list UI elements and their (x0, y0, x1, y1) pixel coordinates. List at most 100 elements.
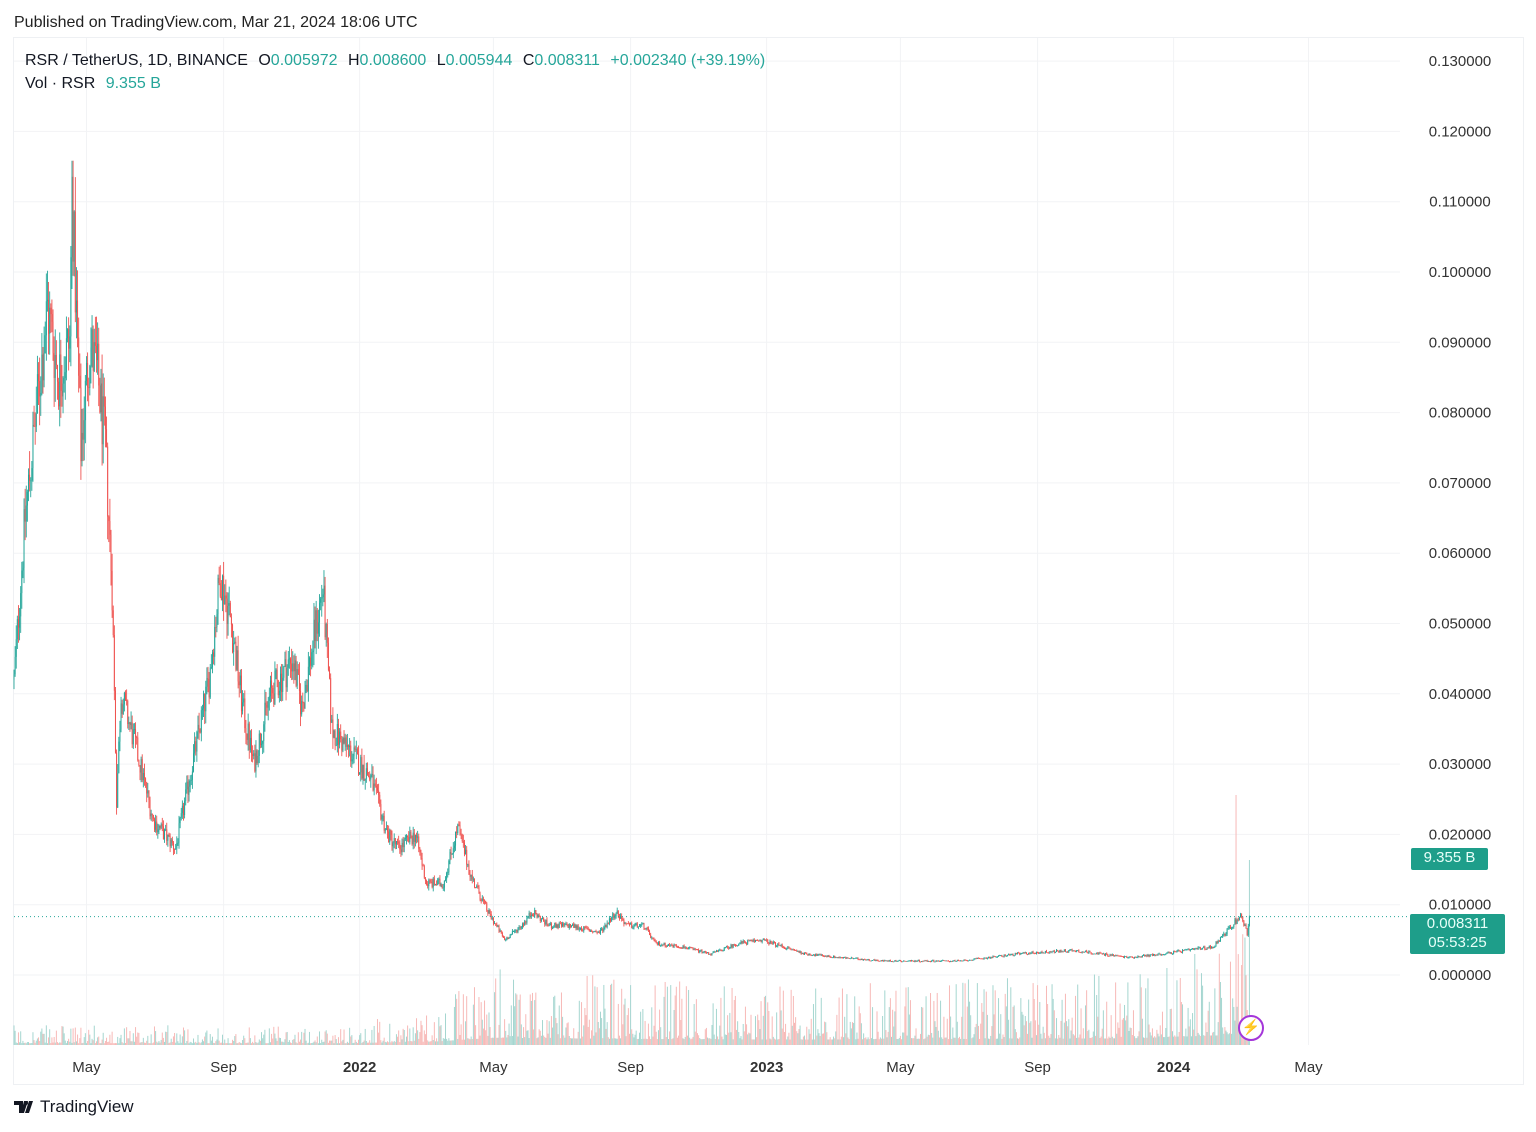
candle-body (351, 759, 353, 762)
candle-body (996, 956, 998, 958)
volume-bar (136, 1036, 138, 1045)
volume-bar (723, 986, 725, 1045)
candle-body (815, 953, 817, 956)
lightning-icon[interactable]: ⚡ (1238, 1015, 1264, 1041)
volume-bar (581, 1002, 583, 1045)
candle-body (1243, 920, 1245, 926)
candle-body (731, 945, 733, 948)
candle-body (332, 719, 334, 738)
candle-body (1024, 952, 1026, 954)
volume-bar (595, 1032, 597, 1045)
candle-body (240, 675, 242, 712)
volume-bar (497, 1037, 499, 1045)
candle-body (902, 961, 904, 963)
candle-body (237, 650, 239, 682)
candle-body (856, 957, 858, 959)
candle-body (634, 925, 636, 926)
candle-body (1199, 947, 1201, 950)
volume-bar (109, 1034, 111, 1045)
volume-bar (284, 1039, 286, 1045)
candle-body (669, 944, 671, 946)
candle-body (1122, 956, 1124, 958)
volume-bar (579, 1038, 581, 1045)
candle-body (1009, 954, 1011, 956)
volume-bar (1170, 1008, 1172, 1045)
volume-bar (540, 1035, 542, 1045)
candle-body (1056, 950, 1058, 952)
candle-body (190, 779, 192, 781)
candle-body (1118, 955, 1120, 957)
volume-bar (201, 1039, 203, 1045)
candle-body (322, 594, 324, 598)
volume-bar (268, 1028, 270, 1045)
candle-body (361, 757, 363, 779)
candle-body (563, 923, 565, 926)
candle-body (1188, 949, 1190, 951)
candle-body (395, 841, 397, 845)
candle-body (496, 924, 498, 927)
symbol-label[interactable]: RSR / TetherUS, 1D, BINANCE (25, 52, 248, 69)
volume-bar (1199, 1035, 1201, 1045)
volume-bar (856, 1032, 858, 1045)
candle-body (45, 301, 47, 336)
volume-bar (1205, 1022, 1207, 1045)
volume-bar (477, 1038, 479, 1045)
volume-bar (108, 1041, 110, 1045)
volume-bar (685, 986, 687, 1045)
candle-body (809, 953, 811, 956)
candle-body (539, 916, 541, 921)
price-tick-label: 0.040000 (1429, 686, 1492, 703)
volume-bar (883, 1038, 885, 1045)
volume-bar (634, 1034, 636, 1045)
candle-body (789, 947, 791, 949)
candle-body (333, 730, 335, 738)
volume-bar (178, 1043, 180, 1045)
candle-body (97, 343, 99, 361)
volume-bar (981, 1003, 983, 1045)
candle-body (1138, 956, 1140, 957)
volume-bar (489, 1027, 491, 1045)
volume-bar (1041, 1038, 1043, 1045)
volume-bar (847, 1037, 849, 1045)
candle-body (455, 831, 457, 846)
volume-bar (805, 1039, 807, 1045)
candle-body (537, 914, 539, 917)
candle-body (1192, 948, 1194, 950)
candle-body (843, 957, 845, 959)
volume-bar (104, 1041, 106, 1045)
candle-body (1035, 952, 1037, 954)
volume-bar (1033, 998, 1035, 1045)
volume-bar (924, 1038, 926, 1045)
volume-bar (235, 1034, 237, 1045)
candle-body (265, 702, 267, 705)
volume-bar (889, 998, 891, 1045)
candle-body (973, 958, 975, 961)
volume-bar (58, 1043, 60, 1045)
candle-body (1178, 950, 1180, 952)
volume-bar (902, 1032, 904, 1045)
volume-bar (385, 1042, 387, 1045)
candle-body (81, 432, 83, 462)
candle-body (233, 643, 235, 653)
volume-bar (775, 1039, 777, 1045)
volume-bar (145, 1042, 147, 1045)
candle-body (1226, 928, 1228, 935)
volume-label[interactable]: Vol · RSR (25, 75, 96, 92)
candle-body (874, 959, 876, 961)
volume-bar (428, 1041, 430, 1045)
volume-bar (218, 1040, 220, 1045)
volume-bar (608, 1038, 610, 1045)
volume-bar (500, 1037, 502, 1045)
candle-body (164, 829, 166, 839)
candle-body (614, 916, 616, 919)
candle-body (451, 853, 453, 855)
tradingview-brand[interactable]: TradingView (14, 1097, 134, 1117)
volume-bar (664, 981, 666, 1045)
volume-bar (1045, 985, 1047, 1045)
volume-bar (1015, 1032, 1017, 1045)
candle-body (617, 910, 619, 917)
volume-bar (64, 1040, 66, 1045)
candle-body (211, 652, 213, 668)
candle-body (795, 950, 797, 951)
